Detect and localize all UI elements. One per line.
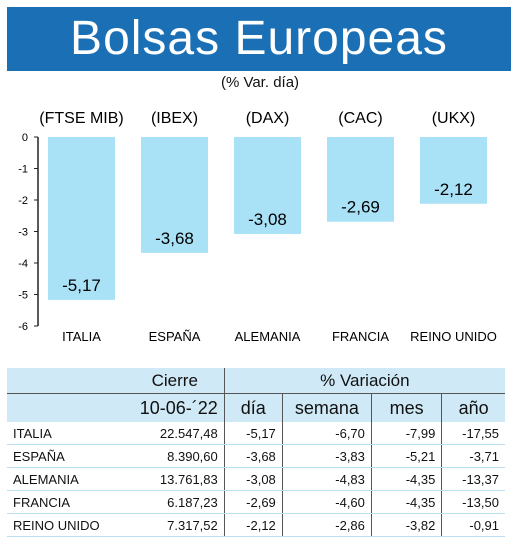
category-label: REINO UNIDO [410,329,497,344]
y-tick-label: -1 [18,164,28,176]
data-table: Cierre % Variación 10-06-´22 día semana … [7,368,505,537]
y-tick-label: -2 [18,195,28,207]
y-tick-label: -6 [18,321,28,333]
cell-name: ITALIA [7,422,126,445]
table-row: ESPAÑA 8.390,60 -3,68 -3,83 -5,21 -3,71 [7,444,505,468]
chart-subtitle: (% Var. día) [220,74,300,91]
cell-ano: -13,50 [441,490,505,514]
cell-name: REINO UNIDO [7,513,126,537]
col-header-ano: año [441,393,505,422]
bar-value-label: -2,69 [341,198,380,217]
category-label: FRANCIA [332,329,389,344]
corner-cell [7,368,126,394]
index-label: (IBEX) [151,110,198,127]
cell-cierre: 6.187,23 [125,490,225,514]
cell-mes: -7,99 [370,422,442,445]
cell-dia: -3,08 [223,467,283,491]
bar [234,137,301,235]
cell-dia: -3,68 [223,444,283,468]
table-group-header-row: Cierre % Variación [7,368,505,394]
table-row: ITALIA 22.547,48 -5,17 -6,70 -7,99 -17,5… [7,422,505,445]
cell-name: FRANCIA [7,490,126,514]
date-header: 10-06-´22 [125,393,225,422]
cell-semana: -6,70 [281,422,372,445]
col-header-semana: semana [281,393,372,422]
cell-cierre: 13.761,83 [125,467,225,491]
cell-name: ESPAÑA [7,444,126,468]
col-header-mes: mes [370,393,442,422]
index-label: (UKX) [432,110,476,127]
index-label: (FTSE MIB) [39,110,123,127]
index-label: (CAC) [338,110,382,127]
cell-name: ALEMANIA [7,467,126,491]
corner-cell-2 [7,393,126,422]
title-banner: Bolsas Europeas [7,7,511,71]
category-label: ITALIA [62,329,101,344]
cell-semana: -4,60 [281,490,372,514]
cell-ano: -0,91 [441,513,505,537]
cell-cierre: 22.547,48 [125,422,225,445]
cell-mes: -4,35 [370,467,442,491]
cell-semana: -2,86 [281,513,372,537]
cell-mes: -5,21 [370,444,442,468]
bar-value-label: -3,68 [155,229,194,248]
table-row: FRANCIA 6.187,23 -2,69 -4,60 -4,35 -13,5… [7,490,505,514]
cell-ano: -3,71 [441,444,505,468]
y-tick-label: -4 [18,258,28,270]
cell-ano: -13,37 [441,467,505,491]
y-tick-label: 0 [22,132,28,144]
y-tick-label: -5 [18,290,28,302]
table-row: ALEMANIA 13.761,83 -3,08 -4,83 -4,35 -13… [7,467,505,491]
bar [141,137,208,253]
cell-semana: -4,83 [281,467,372,491]
cell-mes: -4,35 [370,490,442,514]
cell-dia: -5,17 [223,422,283,445]
category-label: ALEMANIA [235,329,301,344]
cell-mes: -3,82 [370,513,442,537]
bar-value-label: -3,08 [248,210,287,229]
group-header-variacion: % Variación [223,368,505,394]
cell-cierre: 8.390,60 [125,444,225,468]
cell-semana: -3,83 [281,444,372,468]
bar [48,137,115,300]
bar [327,137,394,222]
col-header-dia: día [223,393,283,422]
table-column-header-row: 10-06-´22 día semana mes año [7,393,505,422]
category-label: ESPAÑA [149,329,201,344]
index-label: (DAX) [246,110,290,127]
cell-dia: -2,69 [223,490,283,514]
bar [420,137,487,204]
bar-value-label: -5,17 [62,276,101,295]
cell-dia: -2,12 [223,513,283,537]
bar-chart: 0 -1 -2 -3 -4 -5 -6 -5,17 (FTSE MIB) ITALIA -3,68 (… [18,110,497,344]
group-header-cierre: Cierre [125,368,225,394]
table-row: REINO UNIDO 7.317,52 -2,12 -2,86 -3,82 -… [7,513,505,537]
y-tick-label: -3 [18,227,28,239]
page-title: Bolsas Europeas [70,12,448,65]
cell-ano: -17,55 [441,422,505,445]
bar-value-label: -2,12 [434,180,473,199]
cell-cierre: 7.317,52 [125,513,225,537]
